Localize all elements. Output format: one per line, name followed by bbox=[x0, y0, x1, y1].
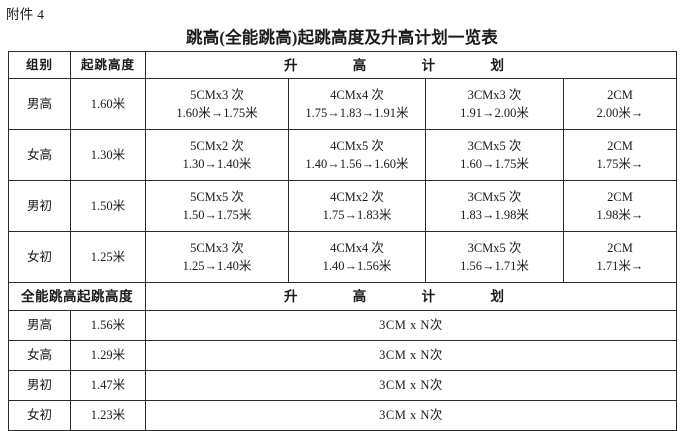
phase-progression: 1.40→1.56→1.60米 bbox=[305, 157, 409, 171]
table-row: 男初 1.50米 5CMx5 次 1.50→1.75米 4CMx2 次 1.75… bbox=[8, 180, 677, 232]
phase-progression: 1.83→1.98米 bbox=[460, 208, 529, 222]
table-row: 女高 1.29米 3CM x N次 bbox=[8, 340, 677, 371]
phase-increment: 5CMx2 次 bbox=[190, 139, 244, 153]
jump-height-plan-table: 组别 起跳高度 升 高 计 划 男高 1.60米 5CMx3 次 1.60米→1… bbox=[8, 51, 677, 431]
phase-increment: 3CMx5 次 bbox=[467, 241, 522, 255]
table-row: 男高 1.56米 3CM x N次 bbox=[8, 310, 677, 341]
cell-phase-1: 5CMx5 次 1.50→1.75米 bbox=[145, 180, 289, 232]
cell-phase-3: 3CMx5 次 1.83→1.98米 bbox=[425, 180, 564, 232]
cell-group: 女初 bbox=[8, 231, 71, 283]
cell-group: 男高 bbox=[8, 78, 71, 130]
cell-plan: 3CM x N次 bbox=[145, 310, 677, 341]
phase-increment: 5CMx3 次 bbox=[190, 88, 244, 102]
phase-increment: 4CMx4 次 bbox=[330, 241, 384, 255]
cell-phase-4: 2CM 1.98米→ bbox=[563, 180, 677, 232]
section-header-row: 全能跳高起跳高度 升 高 计 划 bbox=[8, 282, 677, 311]
phase-increment: 4CMx4 次 bbox=[330, 88, 384, 102]
cell-phase-2: 4CMx5 次 1.40→1.56→1.60米 bbox=[288, 129, 426, 181]
cell-plan: 3CM x N次 bbox=[145, 400, 677, 431]
cell-phase-3: 3CMx5 次 1.60→1.75米 bbox=[425, 129, 564, 181]
header-plan-label: 升 高 计 划 bbox=[283, 57, 531, 73]
phase-increment: 4CMx5 次 bbox=[330, 139, 384, 153]
cell-phase-4: 2CM 1.75米→ bbox=[563, 129, 677, 181]
phase-progression: 1.60米→1.75米 bbox=[176, 106, 258, 120]
cell-phase-3: 3CMx5 次 1.56→1.71米 bbox=[425, 231, 564, 283]
phase-progression: 1.75→1.83米 bbox=[322, 208, 392, 222]
cell-start-height: 1.56米 bbox=[70, 310, 146, 341]
phase-increment: 2CM bbox=[607, 241, 633, 255]
cell-plan: 3CM x N次 bbox=[145, 370, 677, 401]
phase-progression: 1.75米→ bbox=[596, 157, 644, 171]
cell-start-height: 1.47米 bbox=[70, 370, 146, 401]
phase-increment: 3CMx5 次 bbox=[467, 190, 522, 204]
table-row: 男初 1.47米 3CM x N次 bbox=[8, 370, 677, 401]
cell-phase-4: 2CM 2.00米→ bbox=[563, 78, 677, 130]
cell-phase-4: 2CM 1.71米→ bbox=[563, 231, 677, 283]
cell-group: 女初 bbox=[8, 400, 71, 431]
cell-phase-2: 4CMx4 次 1.75→1.83→1.91米 bbox=[288, 78, 426, 130]
cell-group: 男初 bbox=[8, 370, 71, 401]
cell-phase-1: 5CMx3 次 1.60米→1.75米 bbox=[145, 78, 289, 130]
phase-increment: 3CMx5 次 bbox=[467, 139, 522, 153]
header-group: 组别 bbox=[8, 51, 71, 79]
phase-progression: 1.40→1.56米 bbox=[322, 259, 392, 273]
phase-progression: 2.00米→ bbox=[596, 106, 644, 120]
cell-start-height: 1.23米 bbox=[70, 400, 146, 431]
cell-phase-2: 4CMx4 次 1.40→1.56米 bbox=[288, 231, 426, 283]
phase-progression: 1.56→1.71米 bbox=[460, 259, 529, 273]
phase-progression: 1.75→1.83→1.91米 bbox=[305, 106, 409, 120]
phase-progression: 1.91→2.00米 bbox=[460, 106, 529, 120]
cell-start-height: 1.30米 bbox=[70, 129, 146, 181]
cell-phase-2: 4CMx2 次 1.75→1.83米 bbox=[288, 180, 426, 232]
cell-phase-1: 5CMx3 次 1.25→1.40米 bbox=[145, 231, 289, 283]
cell-start-height: 1.60米 bbox=[70, 78, 146, 130]
header-start-height: 起跳高度 bbox=[70, 51, 146, 79]
header-allround-plan: 升 高 计 划 bbox=[145, 282, 677, 311]
header-allround-label: 全能跳高起跳高度 bbox=[21, 288, 133, 304]
phase-increment: 3CMx3 次 bbox=[467, 88, 522, 102]
table-row: 女初 1.25米 5CMx3 次 1.25→1.40米 4CMx4 次 1.40… bbox=[8, 231, 677, 283]
page-title: 跳高(全能跳高)起跳高度及升高计划一览表 bbox=[186, 28, 498, 47]
phase-progression: 1.71米→ bbox=[596, 259, 644, 273]
header-allround-start-height: 全能跳高起跳高度 bbox=[8, 282, 146, 311]
table-row: 女高 1.30米 5CMx2 次 1.30→1.40米 4CMx5 次 1.40… bbox=[8, 129, 677, 181]
phase-increment: 5CMx5 次 bbox=[190, 190, 244, 204]
phase-progression: 1.60→1.75米 bbox=[460, 157, 529, 171]
cell-start-height: 1.25米 bbox=[70, 231, 146, 283]
cell-group: 女高 bbox=[8, 340, 71, 371]
phase-increment: 2CM bbox=[607, 190, 633, 204]
phase-progression: 1.98米→ bbox=[596, 208, 644, 222]
attachment-label: 附件 4 bbox=[6, 7, 45, 22]
header-allround-plan-label: 升 高 计 划 bbox=[283, 289, 531, 304]
phase-increment: 4CMx2 次 bbox=[330, 190, 384, 204]
phase-progression: 1.50→1.75米 bbox=[182, 208, 252, 222]
cell-start-height: 1.29米 bbox=[70, 340, 146, 371]
cell-group: 女高 bbox=[8, 129, 71, 181]
phase-increment: 5CMx3 次 bbox=[190, 241, 244, 255]
cell-group: 男初 bbox=[8, 180, 71, 232]
phase-progression: 1.30→1.40米 bbox=[182, 157, 252, 171]
cell-start-height: 1.50米 bbox=[70, 180, 146, 232]
phase-increment: 2CM bbox=[607, 139, 633, 153]
phase-increment: 2CM bbox=[607, 88, 633, 102]
phase-progression: 1.25→1.40米 bbox=[182, 259, 252, 273]
cell-phase-1: 5CMx2 次 1.30→1.40米 bbox=[145, 129, 289, 181]
cell-group: 男高 bbox=[8, 310, 71, 341]
table-row: 女初 1.23米 3CM x N次 bbox=[8, 400, 677, 431]
cell-plan: 3CM x N次 bbox=[145, 340, 677, 371]
table-row: 男高 1.60米 5CMx3 次 1.60米→1.75米 4CMx4 次 1.7… bbox=[8, 78, 677, 130]
cell-phase-3: 3CMx3 次 1.91→2.00米 bbox=[425, 78, 564, 130]
table-header-row: 组别 起跳高度 升 高 计 划 bbox=[8, 51, 677, 79]
header-plan: 升 高 计 划 bbox=[145, 51, 677, 79]
